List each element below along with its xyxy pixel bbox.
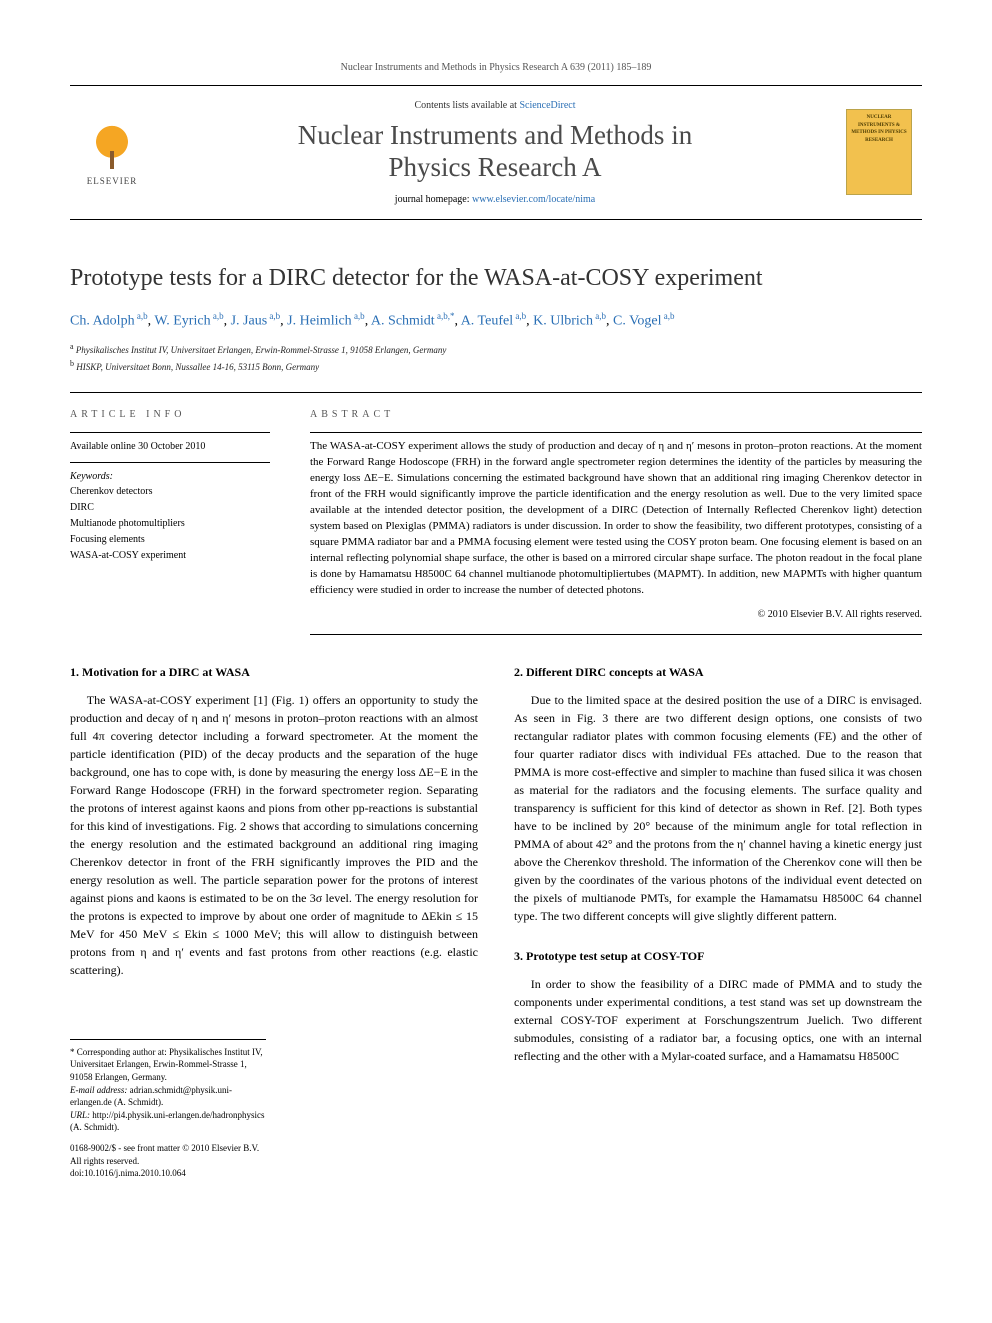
keyword: WASA-at-COSY experiment <box>70 548 270 564</box>
keywords-list: Cherenkov detectors DIRC Multianode phot… <box>70 484 270 564</box>
author[interactable]: K. Ulbrich <box>533 313 593 328</box>
author[interactable]: J. Jaus <box>231 313 268 328</box>
doi-line: doi:10.1016/j.nima.2010.10.064 <box>70 1167 266 1180</box>
section-3-paragraph: In order to show the feasibility of a DI… <box>514 975 922 1065</box>
keyword: Cherenkov detectors <box>70 484 270 500</box>
article-title: Prototype tests for a DIRC detector for … <box>70 260 922 296</box>
body-columns: 1. Motivation for a DIRC at WASA The WAS… <box>70 663 922 1180</box>
running-head: Nuclear Instruments and Methods in Physi… <box>70 60 922 75</box>
abstract-block: ABSTRACT The WASA-at-COSY experiment all… <box>310 407 922 634</box>
keyword: Multianode photomultipliers <box>70 516 270 532</box>
left-column: 1. Motivation for a DIRC at WASA The WAS… <box>70 663 478 1180</box>
section-2-paragraph: Due to the limited space at the desired … <box>514 691 922 925</box>
journal-cover-thumbnail: NUCLEAR INSTRUMENTS & METHODS IN PHYSICS… <box>846 109 912 195</box>
author[interactable]: A. Schmidt <box>371 313 435 328</box>
section-2-heading: 2. Different DIRC concepts at WASA <box>514 663 922 681</box>
abstract-heading: ABSTRACT <box>310 407 922 422</box>
cover-thumb-text: NUCLEAR INSTRUMENTS & METHODS IN PHYSICS… <box>849 114 909 144</box>
journal-masthead: ELSEVIER Contents lists available at Sci… <box>70 85 922 220</box>
abstract-text: The WASA-at-COSY experiment allows the s… <box>310 439 922 598</box>
author-list: Ch. Adolph a,b, W. Eyrich a,b, J. Jaus a… <box>70 310 922 332</box>
contents-prefix: Contents lists available at <box>414 100 519 111</box>
journal-name-line1: Nuclear Instruments and Methods in <box>298 120 692 150</box>
keyword: DIRC <box>70 500 270 516</box>
keyword: Focusing elements <box>70 532 270 548</box>
email-label: E-mail address: <box>70 1085 127 1095</box>
section-1-paragraph: The WASA-at-COSY experiment [1] (Fig. 1)… <box>70 691 478 979</box>
url-label: URL: <box>70 1110 90 1120</box>
corresponding-author-note: * Corresponding author at: Physikalische… <box>70 1046 266 1084</box>
journal-name-line2: Physics Research A <box>389 152 602 182</box>
journal-homepage-link[interactable]: www.elsevier.com/locate/nima <box>472 194 595 205</box>
journal-homepage-line: journal homepage: www.elsevier.com/locat… <box>160 192 830 207</box>
article-info-block: ARTICLE INFO Available online 30 October… <box>70 407 270 634</box>
section-1-heading: 1. Motivation for a DIRC at WASA <box>70 663 478 681</box>
keywords-label: Keywords: <box>70 462 270 484</box>
contents-lists-line: Contents lists available at ScienceDirec… <box>160 98 830 113</box>
right-column: 2. Different DIRC concepts at WASA Due t… <box>514 663 922 1180</box>
affiliations: a Physikalisches Institut IV, Universita… <box>70 341 922 374</box>
author[interactable]: C. Vogel <box>613 313 662 328</box>
author-url: http://pi4.physik.uni-erlangen.de/hadron… <box>70 1110 264 1133</box>
footnotes: * Corresponding author at: Physikalische… <box>70 1039 266 1180</box>
issn-line: 0168-9002/$ - see front matter © 2010 El… <box>70 1142 266 1167</box>
affiliation-a: Physikalisches Institut IV, Universitaet… <box>76 345 447 355</box>
author[interactable]: J. Heimlich <box>287 313 352 328</box>
homepage-prefix: journal homepage: <box>395 194 472 205</box>
affiliation-b: HISKP, Universitaet Bonn, Nussallee 14-1… <box>76 362 319 372</box>
available-online: Available online 30 October 2010 <box>70 432 270 454</box>
journal-name: Nuclear Instruments and Methods in Physi… <box>160 119 830 184</box>
author[interactable]: W. Eyrich <box>154 313 210 328</box>
elsevier-logo: ELSEVIER <box>80 116 144 188</box>
sciencedirect-link[interactable]: ScienceDirect <box>519 100 575 111</box>
elsevier-label: ELSEVIER <box>87 175 138 189</box>
elsevier-tree-icon <box>88 125 136 173</box>
author[interactable]: A. Teufel <box>461 313 513 328</box>
author[interactable]: Ch. Adolph <box>70 313 135 328</box>
article-info-heading: ARTICLE INFO <box>70 407 270 422</box>
section-3-heading: 3. Prototype test setup at COSY-TOF <box>514 947 922 965</box>
abstract-copyright: © 2010 Elsevier B.V. All rights reserved… <box>310 607 922 635</box>
